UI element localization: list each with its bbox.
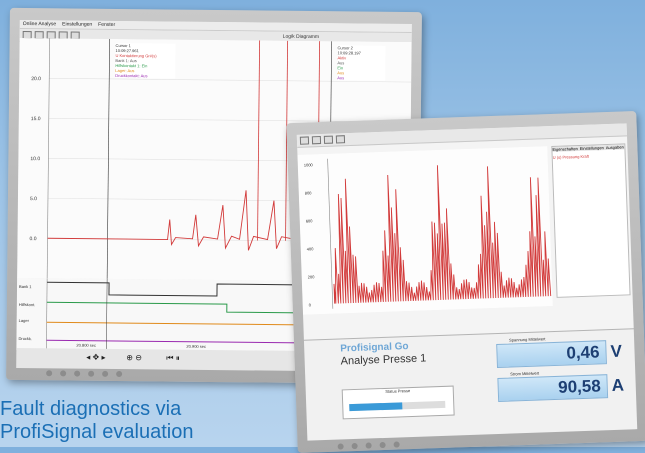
zoom-buttons-icon[interactable]: ⊕ ⊖ (126, 353, 142, 363)
caption-line-1: Fault diagnostics via (0, 398, 182, 420)
print-icon[interactable] (323, 135, 334, 144)
tab-outputs[interactable]: Ausgaben (605, 144, 624, 151)
y-tick-label: 15.0 (31, 116, 41, 122)
status-label: Status Presse (385, 388, 411, 394)
menu-item-settings[interactable]: Einstellungen (62, 21, 93, 28)
y-tick-label: 20.0 (31, 76, 41, 82)
y-tick-label: 5.0 (30, 196, 37, 202)
monitor-buttons (46, 370, 123, 378)
menu-item-window[interactable]: Fenster (98, 21, 116, 28)
y-tick-label: 600 (306, 218, 314, 223)
caption: Fault diagnostics via ProfiSignal evalua… (0, 398, 193, 444)
right-monitor: 1000 800 600 400 200 0 Eigenschaften Ein… (286, 110, 645, 453)
status-box: Status Presse (341, 385, 455, 420)
y-tick-labels: 20.0 15.0 10.0 5.0 0.0 (30, 76, 42, 242)
y-tick-label: 1000 (304, 162, 314, 167)
legend-item[interactable]: U (s) Pressung Kraft (552, 153, 590, 160)
bar-signal-chart: 1000 800 600 400 200 0 (297, 146, 553, 315)
logic-label: Hilfskont. (19, 302, 36, 307)
tab-settings[interactable]: Einstellungen (579, 145, 604, 151)
time-tick: 20.800 sec (76, 342, 97, 348)
save-icon[interactable] (311, 136, 322, 145)
value1-display: 0,46 (496, 340, 607, 369)
cursor-value-row: Aus (337, 75, 345, 81)
side-panel: Eigenschaften Einstellungen Ausgaben U (… (551, 143, 631, 298)
progress-bar (349, 402, 403, 412)
zoom-icon[interactable] (335, 135, 346, 144)
signal-trace (333, 165, 552, 304)
overlay-panel: Profisignal Go Analyse Presse 1 Spannung… (303, 329, 638, 441)
cursor-value-row: Druckkontakt: Aus (115, 72, 148, 79)
cursor-info-1: Cursor 1 10:09:27.961 U Kontaktierung Gr… (115, 42, 176, 79)
value2-unit: A (611, 375, 625, 396)
tab-properties[interactable]: Eigenschaften (552, 146, 578, 152)
caption-line-2: ProfiSignal evaluation (0, 421, 194, 443)
y-tick-label: 200 (308, 274, 316, 279)
y-tick-label: 400 (307, 246, 315, 251)
open-icon[interactable] (299, 136, 310, 145)
value1-unit: V (610, 341, 623, 362)
time-tick: 20.900 sec (186, 343, 207, 349)
playback-icon[interactable]: ⏮ ⏸ (166, 353, 180, 363)
monitor-buttons (337, 441, 400, 450)
logic-label: Lager (19, 318, 30, 323)
right-screen: 1000 800 600 400 200 0 Eigenschaften Ein… (296, 123, 634, 340)
spike-line (257, 40, 261, 241)
overlay-subtitle: Analyse Presse 1 (340, 352, 427, 368)
y-tick-label: 0 (309, 302, 312, 307)
value2-label: Strom Mittelwert (510, 370, 540, 377)
value2-display: 90,58 (497, 374, 609, 402)
menu-item-analyse[interactable]: Online Analyse (22, 20, 57, 28)
nav-arrows-icon[interactable]: ◂ ✥ ▸ (86, 352, 106, 362)
y-tick-label: 800 (305, 190, 313, 195)
logic-label: Bank 1 (19, 284, 32, 289)
logic-label: Druckk. (18, 336, 32, 341)
y-tick-label: 0.0 (30, 236, 37, 242)
cursor-info-2: Cursor 2 10:09:28.197 Aktiv Aus Ein Aus Aus (337, 45, 386, 81)
y-tick-label: 10.0 (30, 156, 40, 162)
